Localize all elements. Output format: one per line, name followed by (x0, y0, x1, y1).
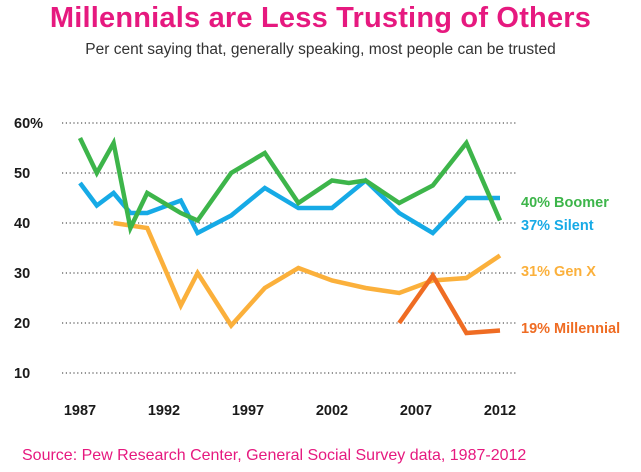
y-tick-label: 30 (14, 266, 30, 282)
x-tick-label: 2002 (316, 403, 348, 419)
y-tick-label: 20 (14, 316, 30, 332)
series-line-millennial (397, 271, 501, 336)
series-line-boomer (77, 136, 503, 236)
end-label-gen-x: 31% Gen X (521, 264, 596, 280)
gridlines (62, 122, 517, 374)
x-tick-label: 1997 (232, 403, 264, 419)
y-tick-label: 50 (14, 166, 30, 182)
x-tick-label: 1992 (148, 403, 180, 419)
x-tick-label: 1987 (64, 403, 96, 419)
end-label-boomer: 40% Boomer (521, 195, 609, 211)
series-line-silent (78, 177, 500, 237)
y-axis-ticks: 60% 50 40 30 20 10 (14, 116, 43, 382)
series-lines (77, 136, 503, 336)
chart-title: Millennials are Less Trusting of Others (49, 2, 592, 34)
source-note: Source: Pew Research Center, General Soc… (22, 447, 527, 464)
series-end-labels: 40% Boomer 37% Silent 31% Gen X 19% Millenn… (521, 195, 620, 337)
y-tick-label: 40 (14, 216, 30, 232)
y-tick-label: 10 (14, 366, 30, 382)
x-tick-label: 2007 (400, 403, 432, 419)
chart-subtitle: Per cent saying that, generally speaking… (85, 41, 556, 58)
x-axis-ticks: 1987 1992 1997 2002 2007 2012 (64, 403, 516, 419)
x-tick-label: 2012 (484, 403, 516, 419)
y-tick-label: 60% (14, 116, 43, 132)
end-label-silent: 37% Silent (521, 218, 594, 234)
end-label-millennial: 19% Millennial (521, 321, 620, 337)
series-line-gen-x (113, 220, 502, 330)
